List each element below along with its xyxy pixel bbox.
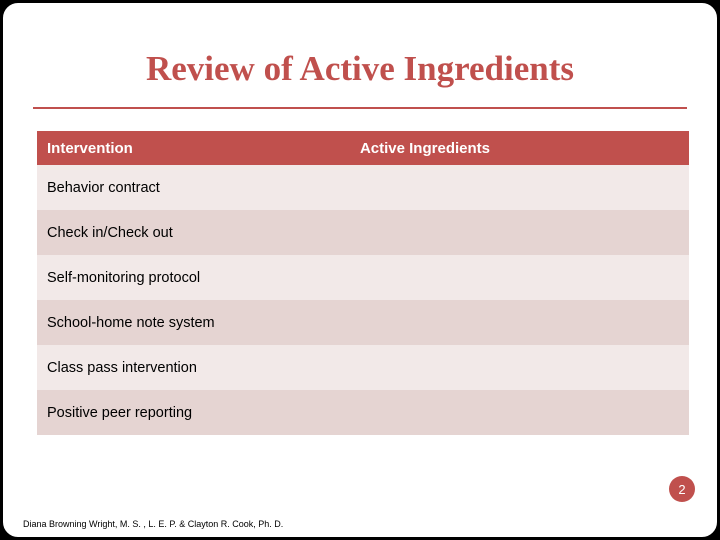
footer-authors: Diana Browning Wright, M. S. , L. E. P. …: [23, 519, 283, 529]
interventions-table: Intervention Active Ingredients Behavior…: [37, 131, 689, 435]
cell-active-ingredients: [350, 210, 689, 255]
table-header-row: Intervention Active Ingredients: [37, 131, 689, 165]
slide-title: Review of Active Ingredients: [3, 49, 717, 89]
table-row: Behavior contract: [37, 165, 689, 210]
cell-active-ingredients: [350, 300, 689, 345]
table-row: Class pass intervention: [37, 345, 689, 390]
cell-active-ingredients: [350, 390, 689, 435]
cell-intervention: Positive peer reporting: [37, 390, 350, 435]
cell-active-ingredients: [350, 255, 689, 300]
table-row: School-home note system: [37, 300, 689, 345]
title-divider: [33, 107, 687, 109]
cell-active-ingredients: [350, 345, 689, 390]
cell-intervention: Class pass intervention: [37, 345, 350, 390]
cell-intervention: School-home note system: [37, 300, 350, 345]
table-row: Self-monitoring protocol: [37, 255, 689, 300]
slide: Review of Active Ingredients Interventio…: [0, 0, 720, 540]
cell-intervention: Check in/Check out: [37, 210, 350, 255]
slide-number-badge: 2: [669, 476, 695, 502]
cell-active-ingredients: [350, 165, 689, 210]
table-row: Check in/Check out: [37, 210, 689, 255]
cell-intervention: Behavior contract: [37, 165, 350, 210]
table-row: Positive peer reporting: [37, 390, 689, 435]
column-header-active-ingredients: Active Ingredients: [350, 131, 689, 165]
cell-intervention: Self-monitoring protocol: [37, 255, 350, 300]
column-header-intervention: Intervention: [37, 131, 350, 165]
